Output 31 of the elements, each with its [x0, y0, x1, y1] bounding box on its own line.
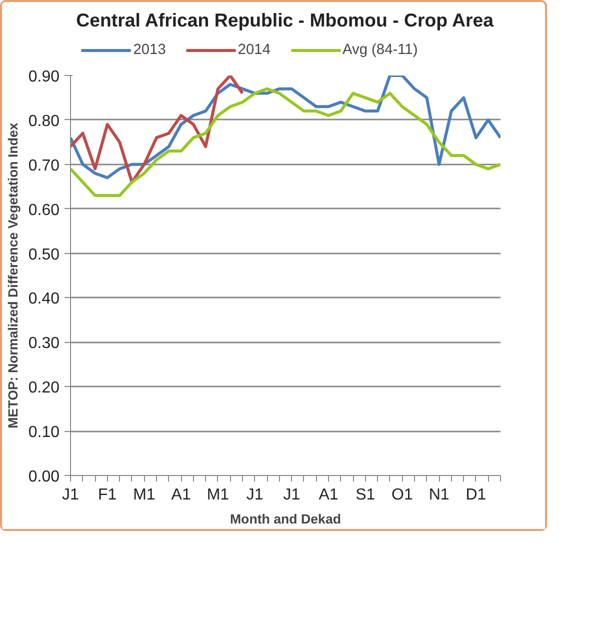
chart-title: Central African Republic - Mbomou - Crop Area [76, 10, 494, 30]
y-tick-label: 0.00 [28, 468, 60, 486]
x-tick-label: A1 [318, 486, 338, 504]
y-tick-label: 0.50 [28, 246, 60, 264]
legend-label: 2014 [238, 42, 270, 58]
x-tick-label: M1 [206, 486, 230, 504]
x-axis-title: Month and Dekad [230, 512, 342, 526]
y-tick-label: 0.20 [28, 380, 60, 397]
x-tick-label: D1 [466, 486, 486, 504]
x-tick-label: F1 [98, 486, 117, 504]
y-tick-label: 0.70 [28, 157, 60, 174]
legend-label: Avg (84-11) [342, 42, 418, 58]
y-tick-label: 0.40 [28, 290, 60, 308]
y-tick-label: 0.60 [28, 202, 60, 219]
y-tick-label: 0.90 [28, 68, 60, 86]
x-tick-label: O1 [392, 486, 413, 504]
y-tick-label: 0.10 [28, 424, 60, 442]
x-tick-label: J1 [62, 486, 80, 504]
x-tick-label: J1 [246, 486, 264, 504]
y-axis-title: METOP: Normalized Difference Vegetation Index [5, 122, 20, 428]
x-tick-label: M1 [133, 486, 156, 504]
x-tick-label: S1 [356, 486, 376, 504]
line-series [70, 76, 500, 180]
x-tick-label: N1 [428, 486, 450, 504]
y-tick-label: 0.30 [28, 335, 60, 352]
line-series [70, 76, 244, 184]
legend-label: 2013 [133, 42, 166, 58]
line-series [70, 87, 500, 197]
x-tick-label: J1 [283, 486, 300, 504]
y-tick-label: 0.80 [28, 112, 60, 130]
x-tick-label: A1 [171, 486, 191, 504]
